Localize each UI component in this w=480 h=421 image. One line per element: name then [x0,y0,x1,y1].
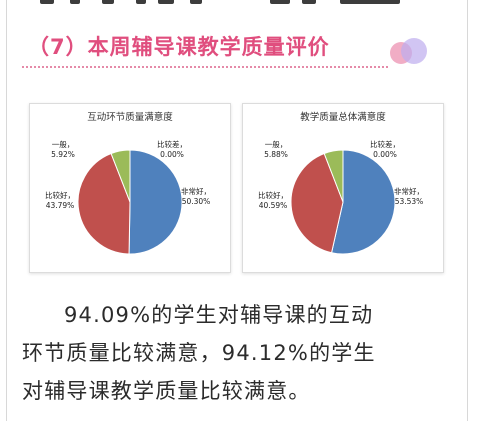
slice-label-4: 比较差， [370,139,400,149]
pie-slice-2 [290,152,344,254]
slice-value-label-3: 5.92% [51,150,75,159]
slice-label-1: 非常好， [394,186,424,196]
summary-paragraph: 94.09%的学生对辅导课的互动 环节质量比较满意，94.12%的学生 对辅导课… [22,296,452,410]
frame-border-right [467,0,468,421]
cropped-previous-text [40,0,430,6]
slice-value-label-1: 53.53% [395,197,424,206]
pie-slice-1 [128,149,183,255]
slice-label-4: 比较差， [157,139,187,149]
pie-slice-2 [77,152,131,255]
pie-slice-3 [110,149,131,203]
pie-slice-3 [323,149,344,203]
slice-value-label-2: 40.59% [259,201,288,210]
title-divider [22,66,388,68]
summary-line-1: 94.09%的学生对辅导课的互动 [64,303,374,327]
slice-value-label-1: 50.30% [182,197,211,206]
overall-teaching-quality-pie-chart: 教学质量总体满意度非常好， 53.53% 比较好， 40.59% 一般， 5.88% 比较差… [242,103,444,273]
title-decoration-circles-icon [390,38,428,68]
section-title: （7）本周辅导课教学质量评价 [28,35,330,59]
slice-label-3: 一般， [52,139,75,149]
slice-label-2: 比较好， [258,190,288,200]
interaction-quality-pie-chart: 互动环节质量满意度非常好， 50.30% 比较好， 43.79% 一般， 5.92% 比较差… [29,103,231,273]
chart-title: 互动环节质量满意度 [87,111,173,123]
summary-line-2: 环节质量比较满意，94.12%的学生 [22,341,376,365]
slice-value-label-4: 0.00% [373,150,397,159]
slice-label-2: 比较好， [45,190,75,200]
slice-label-3: 一般， [265,139,288,149]
summary-line-3: 对辅导课教学质量比较满意。 [22,379,311,403]
slice-value-label-2: 43.79% [46,201,75,210]
slice-value-label-3: 5.88% [264,150,288,159]
slice-label-1: 非常好， [181,186,211,196]
frame-border-left [6,0,7,421]
chart-title: 教学质量总体满意度 [300,111,386,123]
pie-slice-1 [330,149,396,255]
slice-value-label-4: 0.00% [160,150,184,159]
